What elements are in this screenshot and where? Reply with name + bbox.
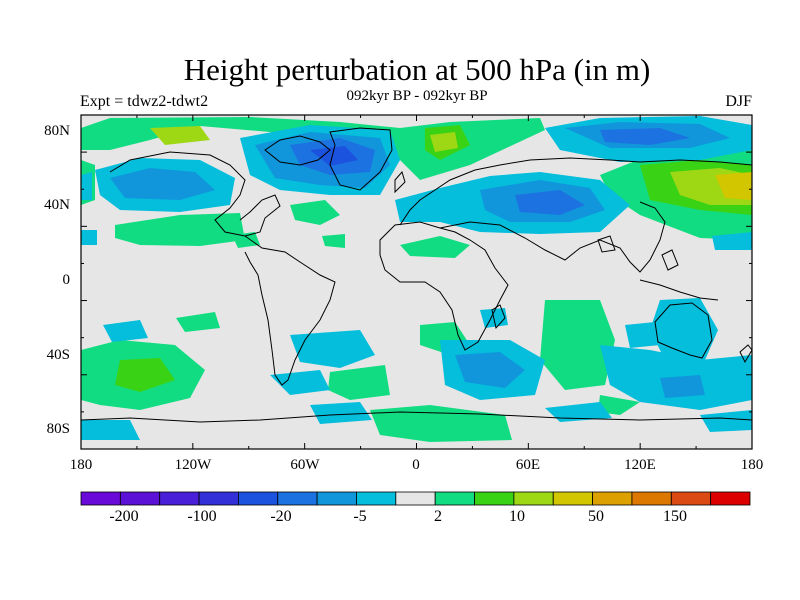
contour-positive-region [115, 358, 175, 392]
x-tick-label: 180 [740, 457, 764, 473]
colorbar-label: -20 [270, 508, 292, 525]
contour-negative-region [650, 298, 718, 360]
contour-positive-region [715, 172, 752, 200]
contour-negative-region [110, 168, 215, 200]
colorbar-swatch [395, 491, 436, 506]
experiment-label: Expt = tdwz2-tdwt2 [80, 93, 209, 110]
contour-negative-region [660, 375, 705, 398]
y-tick-label: 80S [46, 421, 70, 437]
y-tick-label: 40N [44, 197, 70, 213]
colorbar-swatch [631, 491, 672, 506]
contour-negative-region [310, 146, 358, 166]
coastlines [81, 127, 752, 423]
x-tick-label: 60W [290, 457, 320, 473]
x-tick-label: 120E [624, 457, 656, 473]
contour-positive-region [400, 236, 470, 258]
axis-ticks [80, 114, 753, 450]
contour-negative-region [81, 172, 92, 200]
colorbar-swatch [356, 491, 397, 506]
colorbar [80, 491, 751, 506]
contour-negative-region [310, 402, 372, 424]
colorbar-label: -200 [109, 508, 139, 525]
contour-positive-region [232, 232, 260, 248]
colorbar-swatch [434, 491, 475, 506]
colorbar-swatch [198, 491, 239, 506]
colorbar-label: 150 [663, 508, 687, 525]
colorbar-swatch [277, 491, 318, 506]
contour-negative-region [625, 322, 660, 348]
contour-negative-region [515, 190, 585, 215]
contour-positive-region [322, 234, 345, 248]
colorbar-swatch [513, 491, 554, 506]
x-tick-label: 0 [412, 457, 420, 473]
y-tick-label: 80N [44, 123, 70, 139]
y-tick-label: 0 [62, 272, 71, 288]
contour-negative-region [700, 410, 752, 432]
contour-positive-region [150, 126, 210, 145]
contour-negative-region [712, 232, 752, 250]
contour-negative-region [103, 320, 148, 342]
contour-negative-region [81, 230, 97, 245]
colorbar-label: 2 [434, 508, 442, 525]
colorbar-swatch [710, 491, 751, 506]
contour-negative-region [290, 330, 375, 368]
colorbar-swatch [592, 491, 633, 506]
colorbar-label: -100 [187, 508, 217, 525]
contour-positive-region [598, 395, 640, 415]
x-tick-label: 180 [69, 457, 93, 473]
colorbar-label: 50 [588, 508, 604, 525]
contour-negative-region [545, 402, 612, 422]
colorbar-swatch [316, 491, 357, 506]
season-label: DJF [725, 93, 752, 110]
contour-positive-region [290, 200, 340, 225]
contour-positive-region [430, 132, 458, 152]
colorbar-swatch [80, 491, 121, 506]
colorbar-label: 10 [509, 508, 525, 525]
contour-negative-region [455, 352, 525, 388]
colorbar-swatch [670, 491, 712, 506]
contour-positive-region [540, 300, 615, 390]
period-label: 092kyr BP - 092kyr BP [346, 88, 488, 104]
contour-positive-region [176, 312, 220, 332]
contour-negative-region [270, 370, 330, 395]
colorbar-swatch [159, 491, 200, 506]
contour-positive-region [115, 213, 245, 246]
plot-title: Height perturbation at 500 hPa (in m) [183, 52, 651, 87]
colorbar-swatch [474, 491, 515, 506]
y-tick-label: 40S [46, 347, 70, 363]
x-tick-label: 120W [174, 457, 212, 473]
contour-negative-region [81, 420, 140, 440]
colorbar-swatch [552, 491, 593, 506]
colorbar-label: -5 [353, 508, 367, 525]
contour-negative-region [600, 128, 690, 145]
colorbar-swatch [238, 491, 279, 506]
contour-field [81, 115, 752, 449]
contour-positive-region [328, 365, 390, 400]
colorbar-swatch [119, 491, 161, 506]
x-tick-label: 60E [515, 457, 541, 473]
